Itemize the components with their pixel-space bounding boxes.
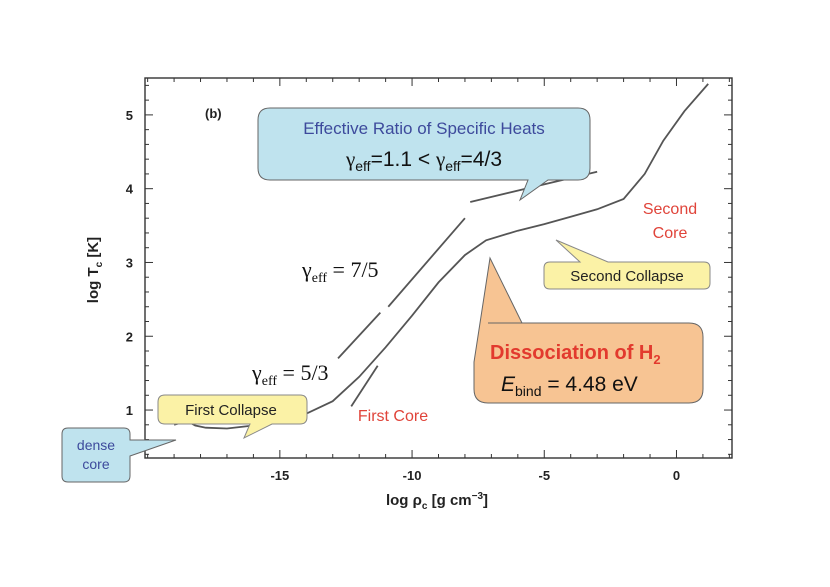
effective-ratio-equation: γeff=1.1 < γeff=4/3 xyxy=(345,147,502,174)
y-tick-label: 4 xyxy=(126,182,134,197)
x-axis-title: log ρc [g cm−3] xyxy=(386,491,488,512)
x-tick-label: -5 xyxy=(538,468,550,483)
first-collapse-callout: First Collapse xyxy=(157,394,308,440)
gamma-5-3-label: γeff = 5/3 xyxy=(251,360,329,389)
y-tick-label: 5 xyxy=(126,108,133,123)
second-collapse-callout: Second Collapse xyxy=(543,239,711,290)
dense-core-text-1: dense xyxy=(77,437,115,453)
effective-ratio-callout: Effective Ratio of Specific Heats γeff=1… xyxy=(257,107,591,202)
reference-line-gamma-7-5-upper xyxy=(387,217,466,308)
axis-ticks: -15 -10 -5 0 1 2 3 4 5 xyxy=(126,78,732,483)
second-core-label: Second xyxy=(643,201,697,218)
panel-label: (b) xyxy=(205,106,222,121)
y-tick-label: 1 xyxy=(126,403,133,418)
dense-core-callout: dense core xyxy=(61,427,177,483)
dissociation-callout: Dissociation of H2 Ebind = 4.48 eV xyxy=(473,256,704,404)
first-core-label: First Core xyxy=(358,408,428,425)
dense-core-text-2: core xyxy=(82,456,109,472)
effective-ratio-title: Effective Ratio of Specific Heats xyxy=(303,119,545,138)
y-axis-title: log Tc [K] xyxy=(85,237,105,303)
reference-line-gamma-7-5-lower xyxy=(337,312,381,359)
binding-energy: Ebind = 4.48 eV xyxy=(501,373,638,399)
y-tick-label: 2 xyxy=(126,329,133,344)
first-collapse-text: First Collapse xyxy=(185,402,277,419)
x-tick-label: -15 xyxy=(270,468,289,483)
x-tick-label: -10 xyxy=(403,468,422,483)
second-core-label-2: Core xyxy=(653,225,688,242)
gamma-7-5-label: γeff = 7/5 xyxy=(301,257,379,286)
second-collapse-text: Second Collapse xyxy=(570,268,683,285)
x-tick-label: 0 xyxy=(673,468,680,483)
y-tick-label: 3 xyxy=(126,255,133,270)
series-evolution-line xyxy=(173,83,709,430)
dissociation-title: Dissociation of H2 xyxy=(490,342,661,367)
reference-line-gamma-5-3 xyxy=(350,365,379,407)
